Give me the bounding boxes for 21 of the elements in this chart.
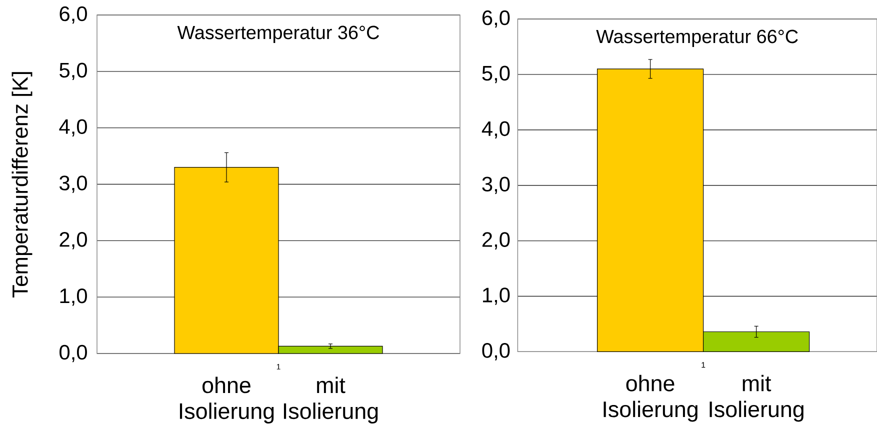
- y-tick-label: 5,0: [60, 62, 87, 80]
- y-tick-label: 0,0: [482, 343, 510, 360]
- text: Wassertemperatur 36°C: [177, 26, 380, 43]
- y-tick-label: 6,0: [482, 10, 510, 28]
- y-tick-label: 1,0: [483, 288, 510, 305]
- series-label: ohne Isolierung: [604, 374, 698, 422]
- text: Wassertemperatur 66°C: [596, 30, 798, 47]
- y-tick-label: 3,0: [482, 176, 510, 194]
- series-label: mit Isolierung: [284, 376, 378, 424]
- y-tick-label: 2,0: [60, 232, 87, 250]
- series-label: mit Isolierung: [710, 374, 804, 422]
- y-tick-label: 4,0: [482, 121, 510, 139]
- y-tick-label: 3,0: [60, 176, 87, 193]
- series-label: ohne Isolierung: [180, 376, 274, 424]
- y-tick-label: 1,0: [60, 288, 87, 306]
- y-tick-label: 0,0: [60, 344, 87, 362]
- y-tick-label: 6,0: [60, 6, 87, 24]
- y-tick-label: 4,0: [59, 119, 87, 136]
- y-tick-label: 5,0: [482, 66, 510, 84]
- y-axis-title: Temperaturdifferenz [K]: [12, 72, 32, 298]
- y-tick-label: 2,0: [482, 232, 510, 250]
